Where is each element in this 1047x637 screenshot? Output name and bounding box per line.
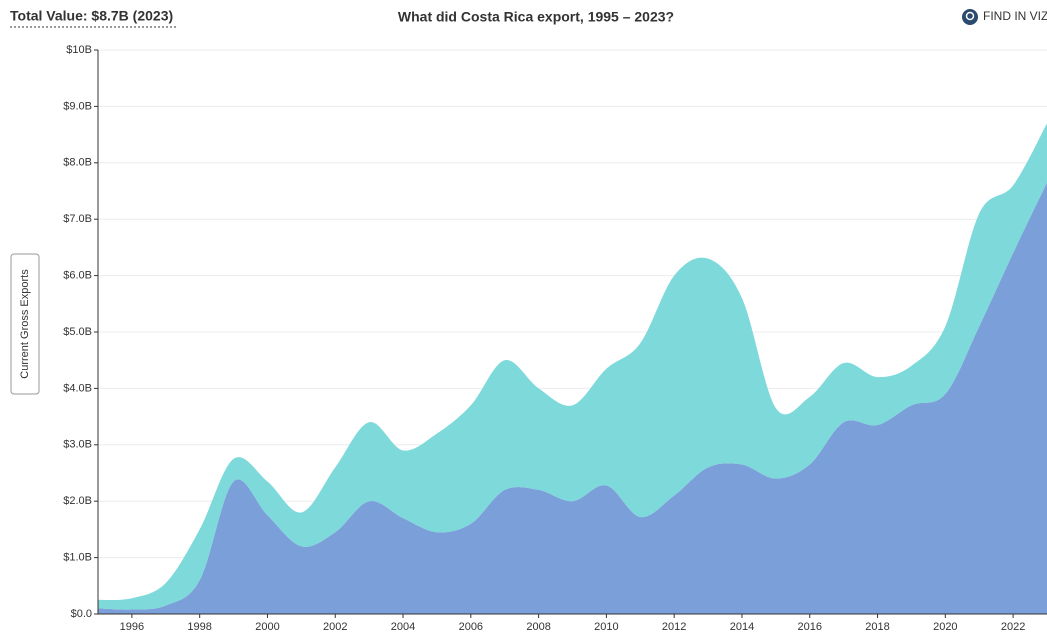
x-tick-label: 2018 <box>865 621 889 632</box>
x-tick-label: 2020 <box>933 621 957 632</box>
y-tick-label: $8.0B <box>63 157 92 169</box>
search-icon <box>962 9 978 25</box>
x-tick-label: 2004 <box>391 621 415 632</box>
search-glass <box>965 11 975 21</box>
chart-title: What did Costa Rica export, 1995 – 2023? <box>398 9 674 25</box>
y-tick-label: $0.0 <box>71 608 92 620</box>
area <box>98 182 1047 615</box>
x-tick-label: 2006 <box>459 621 483 632</box>
x-tick-label: 2000 <box>255 621 279 632</box>
y-tick-label: $4.0B <box>63 382 92 394</box>
x-tick-label: 1996 <box>120 621 144 632</box>
y-tick-label: $7.0B <box>63 213 92 225</box>
y-tick-label: $1.0B <box>63 552 92 564</box>
y-tick-label: $5.0B <box>63 326 92 338</box>
find-in-viz[interactable]: FIND IN VIZ <box>962 9 1047 25</box>
x-tick-label: 2022 <box>1001 621 1025 632</box>
x-tick-label: 2016 <box>798 621 822 632</box>
area <box>98 123 1047 610</box>
measure-button[interactable]: Current Gross Exports <box>10 253 40 395</box>
y-tick-label: $10B <box>66 44 92 56</box>
y-tick-label: $3.0B <box>63 439 92 451</box>
x-tick-label: 2012 <box>662 621 686 632</box>
x-tick-label: 2010 <box>594 621 618 632</box>
y-tick-label: $6.0B <box>63 270 92 282</box>
x-tick-label: 2002 <box>323 621 347 632</box>
measure-label[interactable]: Current Gross Exports <box>19 269 31 379</box>
find-label[interactable]: FIND IN VIZ <box>983 9 1047 23</box>
x-tick-label: 2014 <box>730 621 754 632</box>
measure-box[interactable] <box>10 253 40 395</box>
total-value: Total Value: $8.7B (2023) <box>10 8 173 24</box>
x-tick-label: 1998 <box>187 621 211 632</box>
y-tick-label: $9.0B <box>63 100 92 112</box>
y-tick-label: $2.0B <box>63 495 92 507</box>
x-tick-label: 2008 <box>526 621 550 632</box>
